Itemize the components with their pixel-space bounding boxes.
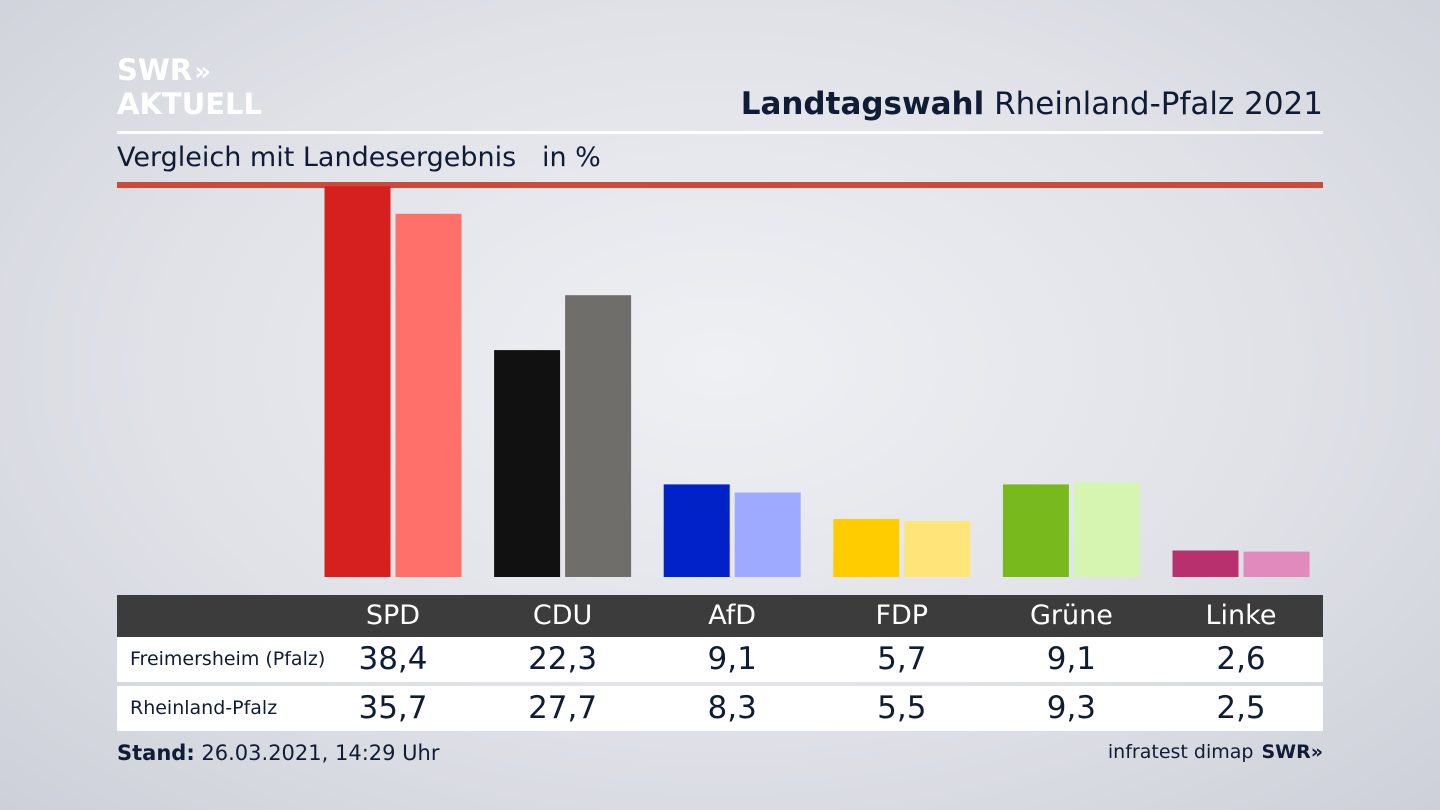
subtitle-divider xyxy=(117,182,1323,188)
title-bold: Landtagswahl xyxy=(740,86,985,122)
bar-linke-freimersheim-pfalz- xyxy=(1172,550,1239,577)
bar-afd-rheinland-pfalz xyxy=(734,492,801,577)
value-cdu: 27,7 xyxy=(528,690,598,726)
source-text: infratest dimap xyxy=(1107,741,1254,763)
value-gr-ne: 9,1 xyxy=(1046,641,1097,677)
logo-text-aktuell: AKTUELL xyxy=(117,87,263,121)
logo-text-swr: SWR xyxy=(117,53,193,87)
swr-logo-small: SWR» xyxy=(1261,741,1323,763)
bar-linke-rheinland-pfalz xyxy=(1243,551,1310,577)
value-linke: 2,5 xyxy=(1216,690,1266,726)
bar-spd-rheinland-pfalz xyxy=(395,213,462,578)
bar-gr-ne-rheinland-pfalz xyxy=(1073,482,1140,577)
bar-fdp-rheinland-pfalz xyxy=(904,521,971,577)
value-spd: 38,4 xyxy=(358,641,428,677)
value-fdp: 5,7 xyxy=(877,641,927,677)
title-rest: Rheinland-Pfalz 2021 xyxy=(984,86,1323,122)
table-row-rheinland-pfalz: Rheinland-Pfalz 35,7 27,7 8,3 5,5 9,3 2,5 xyxy=(117,686,1323,731)
timestamp: Stand: 26.03.2021, 14:29 Uhr xyxy=(117,741,440,765)
column-header-spd: SPD xyxy=(365,600,421,631)
source-credit: infratest dimap SWR» xyxy=(1108,741,1323,763)
value-afd: 8,3 xyxy=(707,690,757,726)
column-header-cdu: CDU xyxy=(532,600,593,631)
value-gr-ne: 9,3 xyxy=(1046,690,1097,726)
value-spd: 35,7 xyxy=(358,690,428,726)
bar-cdu-rheinland-pfalz xyxy=(565,295,632,577)
bar-fdp-freimersheim-pfalz- xyxy=(833,519,900,577)
bar-afd-freimersheim-pfalz- xyxy=(663,484,730,577)
value-cdu: 22,3 xyxy=(528,641,598,677)
column-header-linke: Linke xyxy=(1205,600,1277,631)
column-header-afd: AfD xyxy=(708,600,757,631)
column-header-fdp: FDP xyxy=(875,600,929,631)
table-row-freimersheim: Freimersheim (Pfalz) 38,4 22,3 9,1 5,7 9,1 2,… xyxy=(117,637,1323,682)
bar-cdu-freimersheim-pfalz- xyxy=(494,350,561,577)
title-divider xyxy=(117,131,1323,134)
table-header-row: SPD CDU AfD FDP Grüne Linke xyxy=(117,595,1323,637)
value-linke: 2,6 xyxy=(1216,641,1266,677)
results-table: SPD CDU AfD FDP Grüne Linke Freimersheim (Pfa… xyxy=(117,595,1323,731)
chevron-right-icon: » xyxy=(194,57,212,87)
stand-value: 26.03.2021, 14:29 Uhr xyxy=(194,741,440,765)
page-title: Landtagswahl Rheinland-Pfalz 2021 xyxy=(741,86,1323,122)
chart-subtitle: Vergleich mit Landesergebnis in % xyxy=(117,142,601,173)
bar-spd-freimersheim-pfalz- xyxy=(324,186,391,578)
row-label: Rheinland-Pfalz xyxy=(130,697,278,719)
value-fdp: 5,5 xyxy=(877,690,927,726)
stand-label: Stand: xyxy=(117,741,195,765)
row-label: Freimersheim (Pfalz) xyxy=(130,648,326,670)
value-afd: 9,1 xyxy=(707,641,757,677)
bar-gr-ne-freimersheim-pfalz- xyxy=(1002,484,1069,577)
column-header-gr-ne: Grüne xyxy=(1029,600,1113,631)
swr-aktuell-logo: SWR» AKTUELL xyxy=(117,54,262,120)
